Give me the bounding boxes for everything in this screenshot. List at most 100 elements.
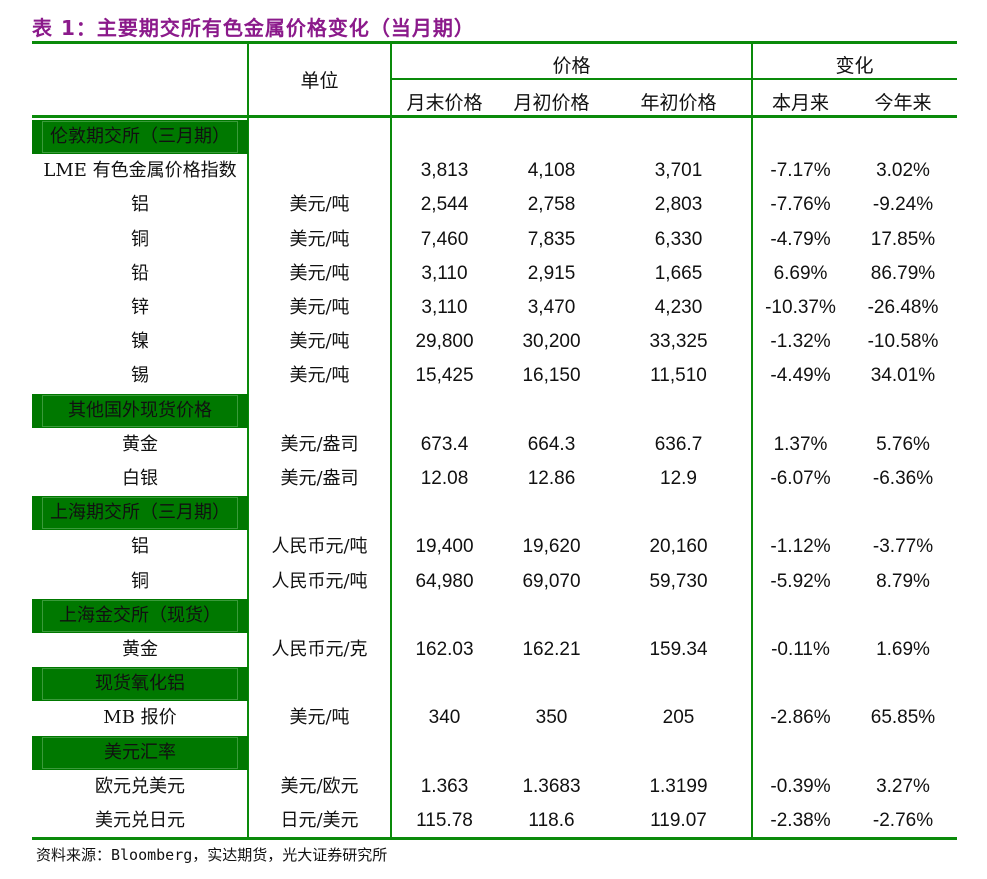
cell-name: 铜 (131, 570, 149, 592)
cell-name: 铅 (131, 262, 149, 284)
section-header: 现货氧化铝 (32, 667, 248, 702)
cell-ytd: -9.24% (872, 194, 934, 216)
cell-end: 29,800 (415, 331, 474, 353)
cell-start: 7,835 (527, 228, 576, 250)
cell-mtd: -1.12% (770, 536, 831, 558)
section-label: 伦敦期交所（三月期） (50, 126, 230, 147)
cell-ytd: 86.79% (870, 262, 936, 284)
cell-name: 锡 (131, 365, 149, 387)
cell-year: 4,230 (654, 297, 703, 318)
cell-start: 2,915 (527, 262, 576, 284)
cell-start: 664.3 (527, 433, 576, 455)
cell-mtd: -0.11% (771, 639, 830, 660)
cell-year: 6,330 (654, 228, 703, 250)
cell-end: 7,460 (420, 228, 469, 250)
cell-ytd: 17.85% (870, 228, 936, 250)
section-label: 美元汇率 (104, 741, 176, 763)
cell-year: 636.7 (654, 433, 703, 455)
cell-start: 1.3683 (522, 775, 581, 797)
cell-end: 2,544 (420, 194, 469, 216)
cell-end: 1.363 (420, 775, 469, 797)
cell-mtd: -2.86% (770, 707, 831, 729)
cell-start: 162.21 (522, 639, 581, 660)
cell-unit: 美元/欧元 (280, 775, 359, 797)
divider-unit-price (390, 42, 392, 839)
cell-end: 115.78 (416, 810, 473, 831)
section-header: 上海金交所（现货） (32, 598, 248, 633)
section-border (42, 736, 238, 769)
section-border (42, 668, 238, 701)
cell-unit: 美元/吨 (289, 331, 350, 353)
cell-start: 2,758 (527, 194, 576, 216)
cell-mtd: -7.76% (770, 194, 831, 216)
cell-name: 白银 (122, 468, 158, 489)
cell-year: 1.3199 (649, 775, 708, 797)
cell-end: 15,425 (415, 365, 474, 387)
cell-year: 3,701 (654, 160, 703, 182)
cell-mtd: -0.39% (770, 775, 831, 797)
cell-start: 16,150 (522, 365, 581, 387)
cell-unit: 美元/吨 (289, 194, 350, 216)
cell-year: 1,665 (654, 262, 703, 284)
cell-name: 美元兑日元 (95, 810, 185, 831)
cell-start: 19,620 (522, 536, 581, 558)
section-border (42, 599, 238, 632)
cell-mtd: -2.38% (770, 810, 831, 831)
header-sub-rule (391, 78, 957, 80)
cell-year: 2,803 (654, 194, 703, 216)
cell-name: LME 有色金属价格指数 (43, 160, 237, 182)
cell-ytd: 3.02% (876, 160, 930, 182)
cell-name: 欧元兑美元 (95, 775, 185, 797)
cell-year: 33,325 (649, 331, 708, 353)
cell-year: 20,160 (649, 536, 708, 558)
header-change: 变化 (835, 55, 874, 77)
cell-ytd: 1.69% (876, 639, 930, 660)
cell-unit: 美元/吨 (289, 707, 350, 729)
header-month-end: 月末价格 (406, 92, 483, 114)
cell-year: 119.07 (650, 810, 707, 831)
cell-ytd: 8.79% (876, 570, 930, 592)
header-year-start: 年初价格 (640, 92, 717, 114)
cell-end: 340 (428, 707, 461, 729)
cell-mtd: -4.79% (770, 228, 831, 250)
header-bottom-rule (32, 115, 957, 118)
bottom-rule (32, 837, 957, 840)
cell-name: 黄金 (122, 433, 158, 455)
cell-mtd: -10.37% (765, 297, 836, 318)
cell-ytd: -2.76% (872, 810, 934, 831)
section-label: 其他国外现货价格 (68, 399, 212, 421)
cell-unit: 美元/盎司 (280, 433, 359, 455)
header-ytd: 今年来 (874, 92, 932, 114)
cell-name: MB 报价 (103, 707, 177, 729)
cell-unit: 美元/盎司 (280, 468, 359, 489)
cell-mtd: -1.32% (770, 331, 831, 353)
cell-year: 11,510 (650, 365, 707, 387)
cell-ytd: 5.76% (876, 433, 930, 455)
section-label: 现货氧化铝 (95, 673, 185, 695)
top-rule (32, 41, 957, 44)
cell-mtd: -5.92% (770, 570, 831, 592)
cell-mtd: -6.07% (770, 468, 831, 489)
cell-unit: 日元/美元 (280, 810, 359, 831)
cell-ytd: 65.85% (870, 707, 936, 729)
cell-ytd: 3.27% (876, 775, 930, 797)
table-title: 表 1：主要期交所有色金属价格变化（当月期） (32, 16, 475, 40)
cell-year: 12.9 (660, 468, 697, 489)
cell-end: 3,110 (421, 262, 468, 284)
cell-year: 205 (662, 707, 695, 729)
cell-mtd: -7.17% (770, 160, 831, 182)
section-header: 上海期交所（三月期） (32, 496, 248, 531)
header-unit: 单位 (300, 70, 339, 92)
cell-name: 锌 (131, 297, 149, 318)
cell-end: 19,400 (415, 536, 474, 558)
cell-unit: 美元/吨 (289, 365, 350, 387)
cell-ytd: 34.01% (870, 365, 936, 387)
cell-start: 12.86 (527, 468, 576, 489)
cell-start: 350 (535, 707, 568, 729)
cell-end: 673.4 (420, 433, 469, 455)
cell-start: 4,108 (527, 160, 576, 182)
cell-unit: 美元/吨 (289, 262, 350, 284)
cell-ytd: -3.77% (872, 536, 934, 558)
divider-name-unit (247, 42, 249, 839)
section-border (42, 497, 238, 530)
